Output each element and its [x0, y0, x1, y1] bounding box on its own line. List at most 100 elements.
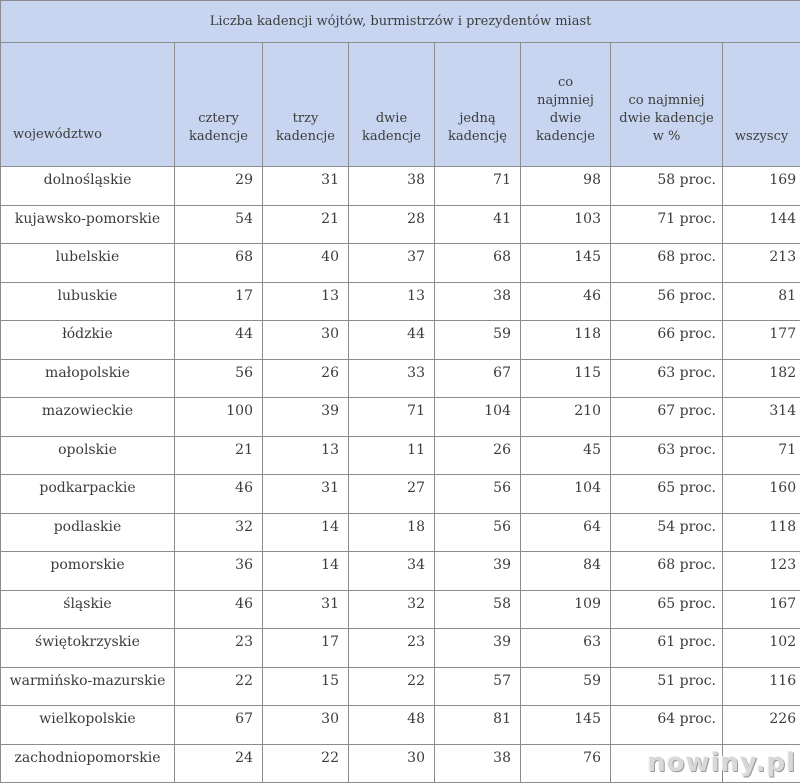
value-cell: 11 [348, 435, 435, 475]
value-cell: 64 proc. [610, 705, 723, 745]
value-cell: 13 [348, 281, 435, 321]
value-cell: 100 [174, 397, 263, 437]
value-cell: 39 [434, 628, 521, 668]
value-cell: 64 [520, 512, 611, 552]
column-header: wszyscy [721, 42, 800, 167]
value-cell: 58 [434, 589, 521, 629]
value-cell: 41 [434, 204, 521, 244]
value-cell: 160 [721, 474, 800, 514]
table-row: małopolskie 56 26 33 67 115 63 proc. 182 [0, 358, 800, 398]
value-cell: 226 [721, 705, 800, 745]
value-cell: 26 [262, 358, 349, 398]
region-cell: opolskie [0, 435, 175, 475]
value-cell: 37 [348, 243, 435, 283]
table-body: dolnośląskie 29 31 38 71 98 58 proc. 169 kujawsk… [0, 166, 800, 783]
column-header: trzy kadencje [262, 42, 349, 167]
table-row: śląskie 46 31 32 58 109 65 proc. 167 [0, 589, 800, 629]
value-cell: 13 [262, 281, 349, 321]
value-cell: 67 [434, 358, 521, 398]
value-cell: 210 [520, 397, 611, 437]
value-cell: 44 [174, 320, 263, 360]
value-cell: 31 [262, 474, 349, 514]
region-cell: podkarpackie [0, 474, 175, 514]
value-cell: 28 [348, 204, 435, 244]
column-header: co najmniej dwie kadencje w % [610, 42, 723, 167]
region-cell: podlaskie [0, 512, 175, 552]
value-cell: 71 [721, 435, 800, 475]
value-cell: 18 [348, 512, 435, 552]
table-row: mazowieckie 100 39 71 104 210 67 proc. 314 [0, 397, 800, 437]
value-cell: 71 [434, 166, 521, 206]
value-cell: 68 proc. [610, 551, 723, 591]
value-cell: 22 [348, 666, 435, 706]
value-cell: 58 proc. [610, 166, 723, 206]
value-cell: 67 [174, 705, 263, 745]
value-cell: 54 [174, 204, 263, 244]
region-cell: wielkopolskie [0, 705, 175, 745]
value-cell: 14 [262, 551, 349, 591]
table-row: lubelskie 68 40 37 68 145 68 proc. 213 [0, 243, 800, 283]
table-row: kujawsko-pomorskie 54 21 28 41 103 71 proc. 144 [0, 204, 800, 244]
value-cell: 66 proc. [610, 320, 723, 360]
value-cell: 118 [721, 512, 800, 552]
region-cell: dolnośląskie [0, 166, 175, 206]
value-cell: 45 [520, 435, 611, 475]
region-cell: zachodniopomorskie [0, 743, 175, 783]
value-cell: 23 [174, 628, 263, 668]
value-cell: 39 [262, 397, 349, 437]
value-cell: 26 [434, 435, 521, 475]
value-cell: 15 [262, 666, 349, 706]
value-cell: 314 [721, 397, 800, 437]
column-header: województwo [0, 42, 175, 167]
value-cell: 177 [721, 320, 800, 360]
value-cell: 17 [174, 281, 263, 321]
value-cell: 104 [520, 474, 611, 514]
value-cell: 71 [348, 397, 435, 437]
value-cell: 33 [348, 358, 435, 398]
table-row: dolnośląskie 29 31 38 71 98 58 proc. 169 [0, 166, 800, 206]
value-cell: 31 [262, 589, 349, 629]
value-cell: 48 [348, 705, 435, 745]
value-cell: 118 [520, 320, 611, 360]
table-row: wielkopolskie 67 30 48 81 145 64 proc. 226 [0, 705, 800, 745]
value-cell: 182 [721, 358, 800, 398]
value-cell: 59 [520, 666, 611, 706]
value-cell: 38 [434, 743, 521, 783]
table-caption: Liczba kadencji wójtów, burmistrzów i pr… [0, 0, 800, 43]
value-cell: 40 [262, 243, 349, 283]
table-row: warmińsko-mazurskie 22 15 22 57 59 51 proc. 116 [0, 666, 800, 706]
value-cell: 21 [174, 435, 263, 475]
value-cell: 59 [434, 320, 521, 360]
value-cell: 144 [721, 204, 800, 244]
value-cell: 13 [262, 435, 349, 475]
region-cell: lubelskie [0, 243, 175, 283]
value-cell: 29 [174, 166, 263, 206]
value-cell: 30 [348, 743, 435, 783]
value-cell: 65 proc. [610, 474, 723, 514]
value-cell [610, 743, 723, 783]
value-cell: 56 proc. [610, 281, 723, 321]
value-cell: 22 [174, 666, 263, 706]
table-row: podkarpackie 46 31 27 56 104 65 proc. 160 [0, 474, 800, 514]
region-cell: warmińsko-mazurskie [0, 666, 175, 706]
column-header: cztery kadencje [174, 42, 263, 167]
value-cell: 145 [520, 243, 611, 283]
region-cell: pomorskie [0, 551, 175, 591]
region-cell: kujawsko-pomorskie [0, 204, 175, 244]
value-cell: 32 [348, 589, 435, 629]
value-cell: 27 [348, 474, 435, 514]
table-row: pomorskie 36 14 34 39 84 68 proc. 123 [0, 551, 800, 591]
value-cell: 63 proc. [610, 358, 723, 398]
value-cell: 116 [721, 666, 800, 706]
value-cell: 104 [434, 397, 521, 437]
value-cell: 84 [520, 551, 611, 591]
region-cell: małopolskie [0, 358, 175, 398]
value-cell: 115 [520, 358, 611, 398]
table-row: zachodniopomorskie 24 22 30 38 76 [0, 743, 800, 783]
value-cell: 51 proc. [610, 666, 723, 706]
value-cell: 65 proc. [610, 589, 723, 629]
table-row: opolskie 21 13 11 26 45 63 proc. 71 [0, 435, 800, 475]
watermark-logo: nowiny.pl [647, 748, 796, 778]
